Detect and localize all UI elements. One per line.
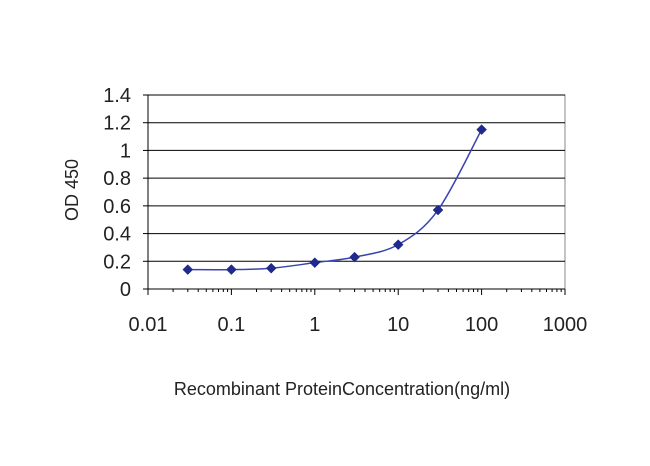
data-point-marker xyxy=(392,239,404,251)
y-tick-label: 0.4 xyxy=(103,224,131,246)
data-point-marker xyxy=(182,264,194,275)
data-point-marker xyxy=(309,257,321,269)
x-tick-label: 1 xyxy=(309,314,320,336)
data-point-marker xyxy=(226,264,237,275)
series-layer xyxy=(182,124,487,275)
data-point-marker xyxy=(432,204,444,216)
y-tick-label: 1.4 xyxy=(103,85,131,107)
x-axis: 0.01 0.1 1 10 100 1000 xyxy=(129,288,588,336)
data-point-marker xyxy=(265,262,277,274)
y-tick-label: 0.6 xyxy=(103,196,131,218)
y-tick-label: 1 xyxy=(120,140,131,162)
x-tick-label: 10 xyxy=(387,314,409,336)
x-tick-label: 0.01 xyxy=(129,314,168,336)
y-axis-title: OD 450 xyxy=(62,159,82,221)
y-tick-label: 1.2 xyxy=(103,113,131,135)
data-point-marker xyxy=(349,251,360,263)
data-point-marker xyxy=(476,124,487,135)
x-axis-title: Recombinant ProteinConcentration(ng/ml) xyxy=(174,379,510,399)
y-axis: 0 0.2 0.4 0.6 0.8 1 1.2 1.4 xyxy=(103,85,149,301)
x-tick-label: 0.1 xyxy=(217,314,245,336)
y-tick-label: 0.2 xyxy=(103,251,131,273)
y-tick-label: 0.8 xyxy=(103,168,131,190)
x-tick-label: 1000 xyxy=(543,314,588,336)
x-tick-label: 100 xyxy=(465,314,498,336)
y-tick-label: 0 xyxy=(120,279,131,301)
